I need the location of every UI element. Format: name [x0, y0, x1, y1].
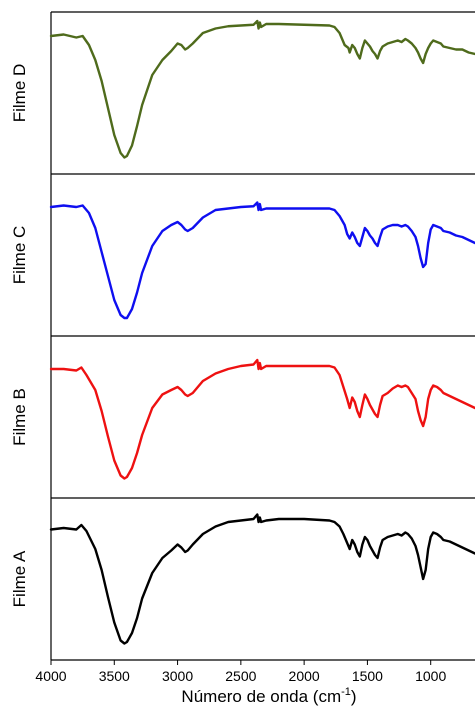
series-line: [49, 201, 475, 320]
x-tick-label: 2000: [289, 668, 320, 684]
series-line: [49, 19, 475, 159]
x-tick-label: 3000: [162, 668, 193, 684]
x-tick-label: 4000: [35, 668, 66, 684]
panel-filme-b: Filme B: [10, 335, 475, 498]
series-line: [49, 513, 475, 645]
x-axis-title-suffix: ): [351, 687, 357, 706]
x-tick-label: 3500: [99, 668, 130, 684]
panel-filme-a: Filme A: [10, 497, 475, 660]
x-tick-label: 1500: [352, 668, 383, 684]
panel-label: Filme B: [10, 388, 29, 446]
x-axis: 4000 3500 3000 2500 2000 1500 1000: [35, 659, 475, 684]
panel-filme-d: Filme D: [10, 11, 475, 174]
panel-label: Filme C: [10, 226, 29, 285]
panel-label: Filme D: [10, 64, 29, 123]
panels-layer: Filme D Filme C Filme B Filme A: [10, 11, 475, 660]
series-line: [49, 358, 475, 480]
panel-filme-c: Filme C: [10, 173, 475, 336]
x-axis-title: Número de onda (cm-1): [181, 686, 356, 706]
panel-label: Filme A: [10, 550, 29, 607]
x-axis-title-text: Número de onda (cm: [181, 687, 341, 706]
x-tick-label: 1000: [415, 668, 446, 684]
x-tick-label: 2500: [225, 668, 256, 684]
x-axis-title-sup: -1: [341, 686, 351, 698]
